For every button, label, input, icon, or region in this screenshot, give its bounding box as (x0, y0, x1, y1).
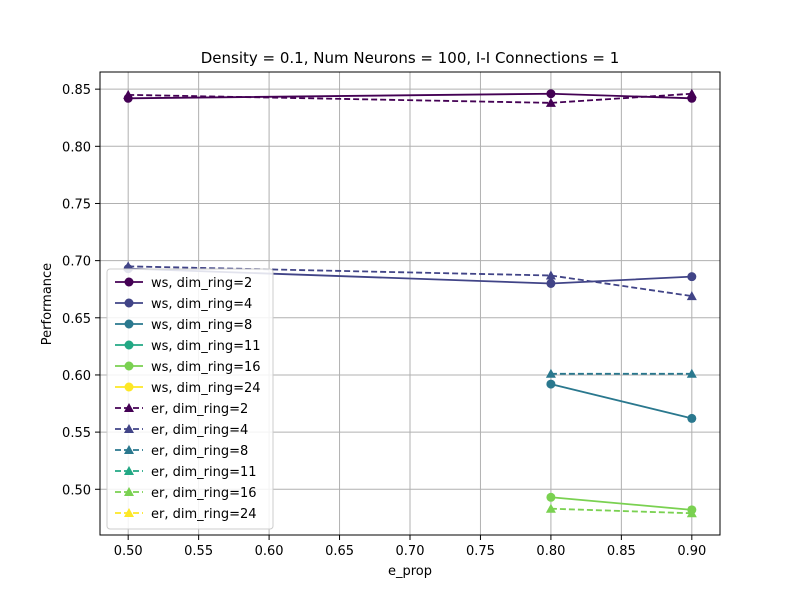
legend-marker (124, 277, 134, 287)
data-point (546, 278, 556, 288)
data-point (687, 413, 697, 423)
y-axis-ticks: 0.50 0.55 0.60 0.65 0.70 0.75 0.80 0.85 (62, 83, 100, 498)
data-point (546, 379, 556, 389)
legend-item: er, dim_ring=11 (115, 465, 257, 480)
legend-marker (124, 361, 134, 371)
data-point (545, 368, 556, 378)
legend-item: ws, dim_ring=24 (115, 381, 261, 396)
series-er-dim-ring-2 (123, 88, 697, 107)
chart-title: Density = 0.1, Num Neurons = 100, I-I Co… (201, 49, 620, 67)
data-point (123, 261, 134, 271)
legend-marker (124, 340, 134, 350)
y-tick-label: 0.55 (62, 426, 91, 441)
y-tick-label: 0.65 (62, 312, 91, 327)
x-tick-label: 0.65 (325, 544, 354, 559)
legend-marker (124, 424, 134, 433)
legend-item: er, dim_ring=8 (115, 444, 248, 459)
legend-label: ws, dim_ring=8 (151, 318, 252, 333)
legend-item: ws, dim_ring=4 (115, 297, 252, 312)
x-tick-label: 0.70 (396, 544, 425, 559)
legend-label: er, dim_ring=16 (151, 486, 257, 501)
series-line (550, 507, 692, 515)
y-tick-label: 0.60 (62, 369, 91, 384)
legend-item: ws, dim_ring=8 (115, 318, 252, 333)
legend-item: er, dim_ring=4 (115, 423, 248, 438)
legend-label: er, dim_ring=4 (151, 423, 248, 438)
legend-marker (124, 508, 134, 517)
data-point (545, 97, 556, 107)
data-point (687, 272, 697, 282)
series-er-dim-ring-8 (545, 368, 697, 378)
data-point (545, 503, 556, 513)
series-ws-dim-ring-16 (546, 492, 697, 515)
legend-label: er, dim_ring=2 (151, 402, 248, 417)
legend-label: er, dim_ring=8 (151, 444, 248, 459)
y-tick-label: 0.85 (62, 83, 91, 98)
legend-item: ws, dim_ring=11 (115, 339, 261, 354)
legend-label: ws, dim_ring=16 (151, 360, 261, 375)
legend-label: er, dim_ring=11 (151, 465, 257, 480)
series-ws-dim-ring-8 (546, 379, 697, 423)
legend-marker (124, 298, 134, 308)
legend: ws, dim_ring=2 ws, dim_ring=4 ws, dim_ring… (106, 268, 274, 530)
y-tick-label: 0.75 (62, 197, 91, 212)
x-tick-label: 0.80 (536, 544, 565, 559)
legend-label: ws, dim_ring=24 (151, 381, 261, 396)
x-tick-label: 0.50 (114, 544, 143, 559)
legend-item: ws, dim_ring=16 (115, 360, 261, 375)
legend-item: ws, dim_ring=2 (115, 276, 252, 291)
data-point (546, 492, 556, 502)
legend-label: ws, dim_ring=4 (151, 297, 252, 312)
data-point (686, 508, 697, 518)
data-point (686, 368, 697, 378)
x-axis-label: e_prop (388, 564, 432, 579)
series-line (128, 92, 692, 104)
y-axis-label: Performance (40, 263, 55, 345)
legend-marker (124, 403, 134, 412)
legend-marker (124, 487, 134, 496)
legend-marker (124, 466, 134, 475)
legend-item: er, dim_ring=24 (115, 507, 257, 522)
x-tick-label: 0.85 (607, 544, 636, 559)
legend-marker (124, 319, 134, 329)
legend-label: ws, dim_ring=11 (151, 339, 261, 354)
legend-box (106, 268, 274, 530)
legend-marker (124, 445, 134, 454)
y-tick-label: 0.50 (62, 483, 91, 498)
series-line (550, 496, 692, 511)
data-point (686, 88, 697, 98)
series-line (550, 383, 693, 420)
data-point (686, 291, 697, 301)
x-axis-ticks: 0.50 0.55 0.60 0.65 0.70 0.75 0.80 0.85 0.90 (114, 535, 706, 559)
legend-item: er, dim_ring=16 (115, 486, 257, 501)
y-tick-label: 0.80 (62, 140, 91, 155)
legend-item: er, dim_ring=2 (115, 402, 248, 417)
series-er-dim-ring-16 (545, 503, 697, 518)
data-point (545, 270, 556, 280)
y-tick-label: 0.70 (62, 255, 91, 270)
x-tick-label: 0.55 (184, 544, 213, 559)
x-tick-label: 0.90 (677, 544, 706, 559)
x-tick-label: 0.60 (255, 544, 284, 559)
x-tick-label: 0.75 (466, 544, 495, 559)
legend-label: er, dim_ring=24 (151, 507, 257, 522)
data-point (546, 89, 556, 99)
legend-marker (124, 382, 134, 392)
legend-label: ws, dim_ring=2 (151, 276, 252, 291)
data-point (123, 89, 134, 99)
